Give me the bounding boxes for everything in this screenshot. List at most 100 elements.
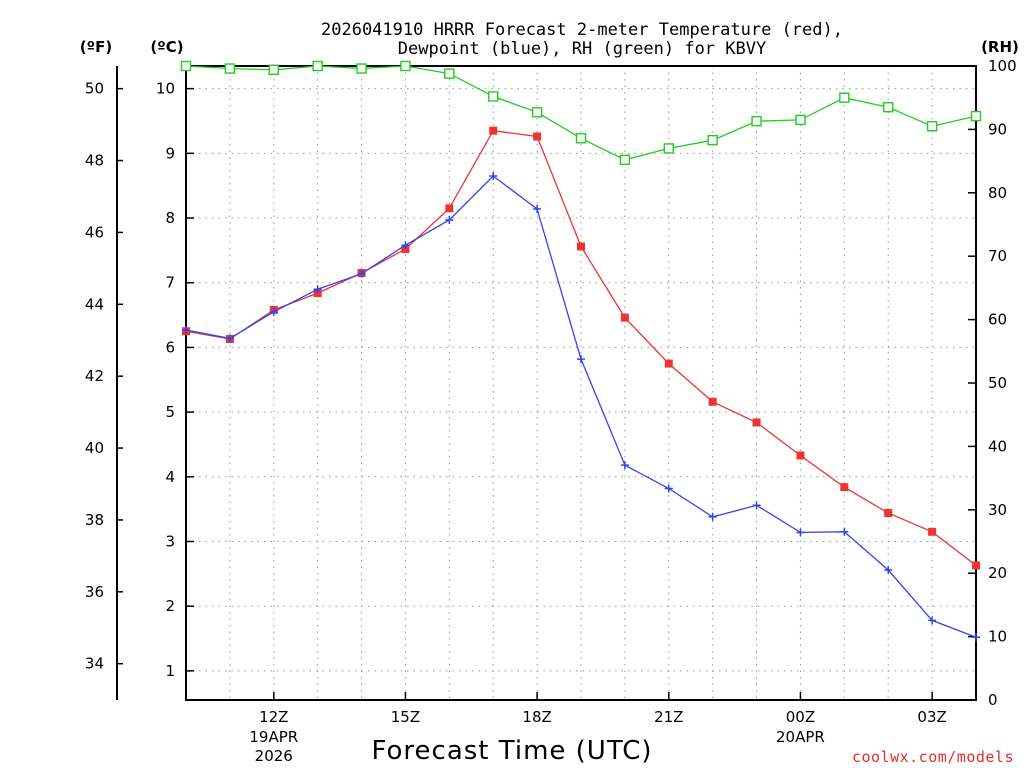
temperature-point xyxy=(972,561,980,570)
dewpoint-point xyxy=(577,355,585,364)
rh-point xyxy=(926,121,938,132)
rh-point xyxy=(883,102,894,113)
rh-tick-label: 80 xyxy=(988,184,1007,202)
rh-tick-label: 70 xyxy=(988,247,1007,265)
temperature-point xyxy=(577,242,585,251)
celsius-tick-label: 8 xyxy=(165,209,175,227)
temperature-point xyxy=(489,126,498,135)
celsius-tick-label: 5 xyxy=(165,403,175,421)
fahrenheit-tick-label: 44 xyxy=(85,295,104,313)
celsius-tick-label: 4 xyxy=(165,468,175,486)
dewpoint-point xyxy=(401,241,410,250)
dewpoint-point xyxy=(445,215,454,224)
celsius-tick-label: 1 xyxy=(165,662,175,680)
temperature-point xyxy=(796,451,805,460)
rh-tick-label: 100 xyxy=(988,57,1017,75)
temperature-point xyxy=(620,313,629,322)
rh-tick-label: 90 xyxy=(988,120,1007,138)
x-tick-label: 00Z xyxy=(786,708,815,726)
dewpoint-point xyxy=(489,171,498,180)
dewpoint-point xyxy=(182,325,190,334)
rh-point xyxy=(575,133,587,144)
chart-title-line1: 2026041910 HRRR Forecast 2-meter Tempera… xyxy=(321,20,843,40)
x-tick-label: 03Z xyxy=(917,708,946,726)
rh-tick-label: 30 xyxy=(988,501,1007,519)
celsius-unit-label: (ºC) xyxy=(150,38,183,56)
fahrenheit-tick-label: 50 xyxy=(85,80,104,98)
rh-point xyxy=(444,68,455,79)
dewpoint-point xyxy=(357,269,366,278)
rh-point xyxy=(268,64,279,76)
x-tick-year: 2026 xyxy=(255,747,293,765)
fahrenheit-tick-label: 40 xyxy=(85,439,104,457)
rh-point xyxy=(970,110,982,122)
x-tick-label: 18Z xyxy=(522,708,551,726)
rh-point xyxy=(707,134,718,146)
rh-tick-label: 50 xyxy=(988,374,1007,392)
dewpoint-point xyxy=(752,501,761,510)
x-tick-label: 12Z xyxy=(259,708,288,726)
dewpoint-point xyxy=(840,527,849,536)
rh-tick-label: 20 xyxy=(988,564,1007,582)
dewpoint-point xyxy=(708,512,717,521)
fahrenheit-tick-label: 48 xyxy=(85,152,104,170)
rh-point xyxy=(488,91,499,102)
temperature-point xyxy=(884,509,893,518)
rh-point xyxy=(356,63,367,74)
rh-point xyxy=(839,92,850,103)
fahrenheit-tick-label: 38 xyxy=(85,511,104,529)
rh-tick-label: 60 xyxy=(988,311,1007,329)
rh-point xyxy=(663,143,674,154)
credit-text: coolwx.com/models xyxy=(852,748,1014,766)
dewpoint-series xyxy=(182,171,980,642)
fahrenheit-tick-label: 46 xyxy=(85,223,104,241)
x-tick-label: 21Z xyxy=(654,708,683,726)
dewpoint-point xyxy=(796,528,805,537)
temperature-point xyxy=(752,418,761,427)
dewpoint-point xyxy=(664,484,673,493)
x-tick-date: 20APR xyxy=(776,728,825,746)
celsius-tick-label: 6 xyxy=(165,338,175,356)
dewpoint-point xyxy=(928,616,937,625)
dewpoint-point xyxy=(533,204,542,213)
temperature-point xyxy=(533,132,542,141)
dewpoint-point xyxy=(620,461,629,470)
dewpoint-point xyxy=(884,565,893,574)
rh-tick-label: 40 xyxy=(988,437,1007,455)
x-tick-label: 15Z xyxy=(391,708,420,726)
temperature-point xyxy=(928,527,937,536)
rh-point xyxy=(224,63,236,74)
dewpoint-point xyxy=(269,307,278,316)
temperature-point xyxy=(445,204,454,213)
rh-unit-label: (RH) xyxy=(981,38,1019,56)
celsius-tick-label: 7 xyxy=(165,274,175,292)
rh-point xyxy=(400,60,411,72)
dewpoint-point xyxy=(972,633,980,642)
temperature-series xyxy=(182,126,980,570)
plot-frame xyxy=(185,65,977,701)
fahrenheit-tick-label: 36 xyxy=(85,583,104,601)
temperature-line xyxy=(185,129,977,566)
rh-point xyxy=(751,115,762,127)
rh-tick-label: 0 xyxy=(988,691,998,709)
temperature-point xyxy=(840,483,849,492)
rh-point xyxy=(619,154,631,166)
fahrenheit-tick-label: 42 xyxy=(85,367,104,385)
celsius-tick-label: 3 xyxy=(165,533,175,551)
dewpoint-point xyxy=(313,285,322,294)
rh-point xyxy=(312,60,323,72)
rh-point xyxy=(531,107,543,118)
rh-series xyxy=(180,60,982,166)
x-tick-date: 19APR xyxy=(249,728,298,746)
x-axis-label: Forecast Time (UTC) xyxy=(371,736,652,766)
celsius-tick-label: 9 xyxy=(165,144,175,162)
rh-tick-label: 10 xyxy=(988,628,1007,646)
fahrenheit-unit-label: (ºF) xyxy=(80,38,112,56)
fahrenheit-tick-label: 34 xyxy=(85,655,104,673)
temperature-point xyxy=(664,359,673,368)
series-layer xyxy=(180,60,982,642)
celsius-tick-label: 2 xyxy=(165,597,175,615)
chart-title-line2: Dewpoint (blue), RH (green) for KBVY xyxy=(398,39,766,59)
